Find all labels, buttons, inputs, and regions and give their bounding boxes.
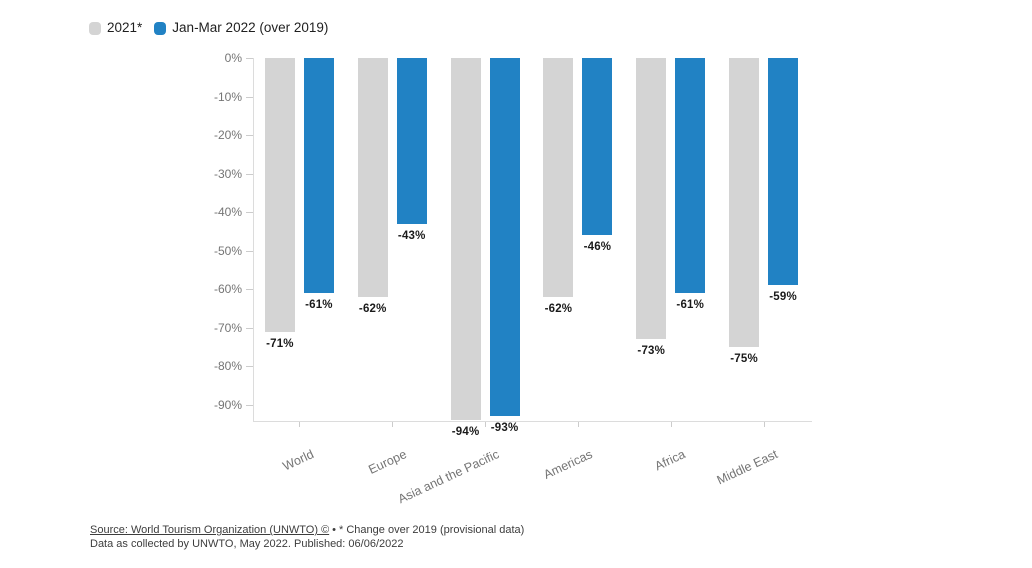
x-axis-category-label-world: World (280, 447, 316, 474)
x-axis-category-label-europe: Europe (366, 447, 409, 477)
bar-value-label-jan-mar-2022-over-2019-americas: -46% (583, 241, 612, 254)
y-axis-tick-label: -20% (213, 128, 242, 143)
x-axis-tick-mark (763, 422, 765, 427)
bar-value-label-jan-mar-2022-over-2019-world: -61% (305, 299, 333, 312)
y-axis-tick-label: 0% (224, 51, 242, 65)
x-axis-tick-mark (485, 422, 487, 427)
y-axis-tick-label: -30% (213, 166, 242, 181)
x-axis-category-label-asia-and-the-pacific: Asia and the Pacific (396, 447, 502, 507)
bar-2021-middle-east[interactable] (729, 58, 760, 347)
bar-value-label-jan-mar-2022-over-2019-asia-and-the-pacific: -93% (490, 422, 519, 435)
footer-note: * Change over 2019 (provisional data) (339, 524, 525, 536)
x-axis-tick-mark (670, 422, 672, 427)
y-axis-tick-mark (246, 96, 253, 98)
x-axis-line (253, 421, 812, 422)
y-axis-tick-mark (246, 250, 253, 252)
y-axis-tick-label: -80% (213, 359, 242, 374)
bar-2021-asia-and-the-pacific[interactable] (450, 58, 481, 421)
legend-item-jan-mar-2022[interactable]: Jan-Mar 2022 (over 2019) (154, 20, 328, 36)
bar-jan-mar-2022-over-2019-asia-and-the-pacific[interactable] (489, 58, 520, 417)
x-axis-tick-mark (392, 422, 394, 427)
bar-jan-mar-2022-over-2019-europe[interactable] (396, 58, 427, 224)
y-axis-tick-mark (246, 212, 253, 214)
bar-jan-mar-2022-over-2019-middle-east[interactable] (768, 58, 799, 286)
y-axis-tick-mark (246, 366, 253, 368)
bar-jan-mar-2022-over-2019-world[interactable] (303, 58, 334, 294)
bar-2021-africa[interactable] (636, 58, 667, 340)
y-axis-tick-mark (246, 58, 253, 59)
bar-value-label-jan-mar-2022-over-2019-africa: -61% (676, 299, 705, 312)
bar-value-label-2021-americas: -62% (544, 302, 573, 315)
footer-data-line: Data as collected by UNWTO, May 2022. Pu… (90, 537, 404, 550)
y-axis-tick-mark (246, 327, 253, 329)
legend-swatch-2022-icon (154, 21, 167, 35)
bar-value-label-jan-mar-2022-over-2019-middle-east: -59% (769, 291, 797, 304)
x-axis-tick-mark (577, 422, 579, 427)
x-axis-category-label-africa: Africa (652, 447, 688, 474)
footer: Source: World Tourism Organization (UNWT… (90, 524, 524, 551)
y-axis-tick-label: -50% (213, 243, 242, 258)
y-axis-tick-label: -40% (213, 205, 242, 220)
y-axis-tick-label: -70% (213, 320, 242, 335)
bar-2021-world[interactable] (264, 58, 295, 332)
x-axis-tick-mark (299, 422, 301, 427)
bar-jan-mar-2022-over-2019-africa[interactable] (675, 58, 706, 294)
footer-source-line: Source: World Tourism Organization (UNWT… (90, 524, 524, 538)
legend-swatch-2021-icon (89, 21, 101, 35)
y-axis-tick-mark (246, 135, 253, 137)
legend-label-2022: Jan-Mar 2022 (over 2019) (172, 20, 329, 35)
bar-2021-europe[interactable] (357, 58, 388, 297)
y-axis-tick-label: -90% (213, 397, 242, 412)
y-axis-tick-mark (246, 173, 253, 175)
y-axis-tick-mark (246, 404, 253, 406)
bar-value-label-2021-europe: -62% (358, 302, 387, 315)
y-axis-tick-label: -60% (213, 282, 242, 297)
bar-value-label-2021-africa: -73% (637, 345, 666, 358)
y-axis-tick-mark (246, 289, 253, 291)
x-axis-category-label-middle-east: Middle East (714, 447, 781, 488)
bar-value-label-2021-world: -71% (266, 337, 294, 350)
y-axis-tick-label: -10% (213, 89, 242, 104)
y-axis-line (253, 58, 254, 422)
bar-value-label-2021-asia-and-the-pacific: -94% (451, 426, 480, 439)
footer-separator: • (332, 524, 337, 536)
bar-2021-americas[interactable] (543, 58, 574, 297)
bar-jan-mar-2022-over-2019-americas[interactable] (582, 58, 613, 236)
legend-item-2021[interactable]: 2021* (89, 20, 142, 36)
bar-value-label-jan-mar-2022-over-2019-europe: -43% (397, 229, 426, 242)
source-link[interactable]: Source: World Tourism Organization (UNWT… (90, 524, 330, 536)
x-axis-category-label-americas: Americas (541, 447, 595, 482)
bar-value-label-2021-middle-east: -75% (730, 353, 758, 365)
legend: 2021* Jan-Mar 2022 (over 2019) (89, 20, 328, 36)
legend-label-2021: 2021* (107, 20, 143, 35)
